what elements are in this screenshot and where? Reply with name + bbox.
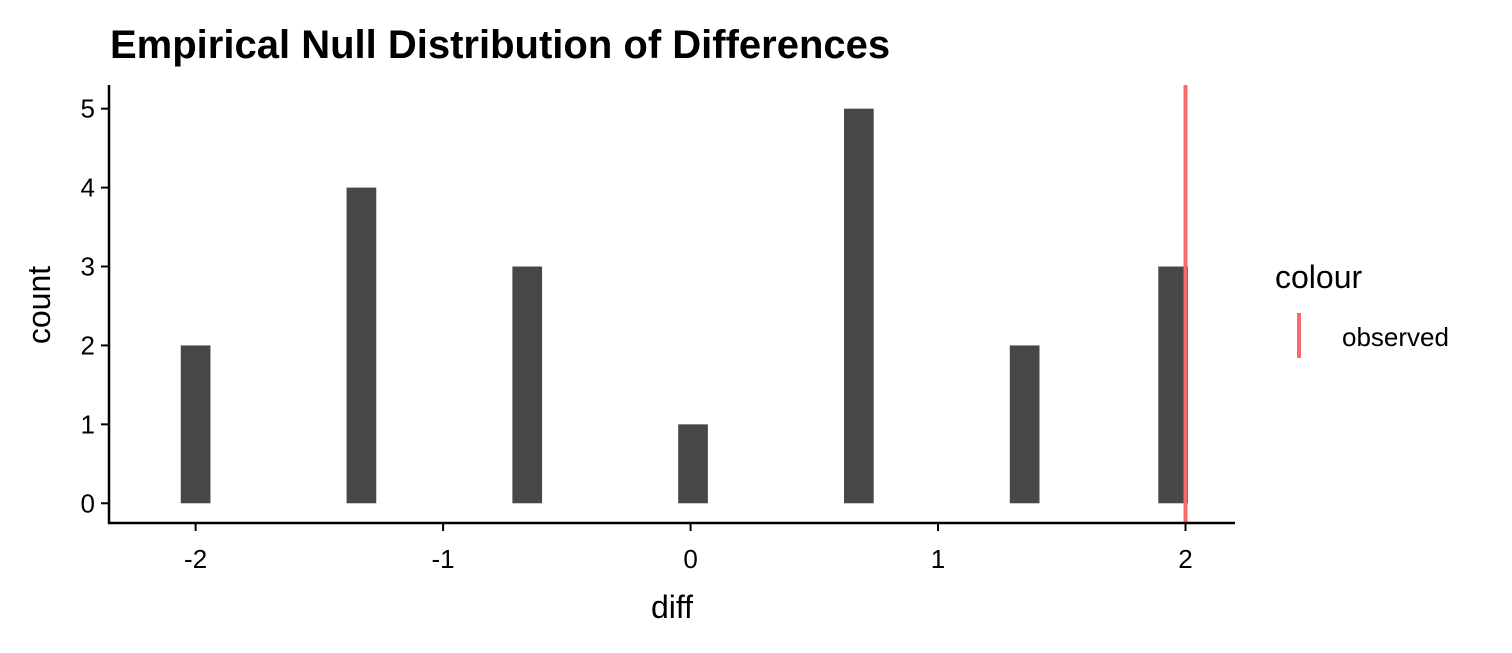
histogram-bar	[844, 109, 874, 504]
legend: colour observed	[1275, 259, 1449, 358]
legend-label-observed: observed	[1342, 322, 1449, 352]
y-tick-label: 3	[81, 252, 95, 282]
x-tick-label: 0	[683, 544, 697, 574]
legend-title: colour	[1275, 259, 1363, 295]
histogram-bar	[678, 424, 708, 503]
histogram-bar	[512, 267, 542, 504]
histogram-bar	[181, 345, 211, 503]
y-tick-label: 2	[81, 330, 95, 360]
y-tick-label: 4	[81, 173, 95, 203]
x-tick-label: -1	[432, 544, 455, 574]
x-axis-title: diff	[651, 589, 693, 625]
histogram-bar	[1010, 345, 1040, 503]
histogram-bar	[347, 188, 377, 504]
x-tick-label: -2	[184, 544, 207, 574]
y-tick-label: 5	[81, 94, 95, 124]
x-tick-label: 1	[931, 544, 945, 574]
y-ticks-layer: 0 1 2 3 4 5	[81, 94, 109, 519]
bars-layer	[181, 109, 1188, 504]
x-ticks-layer: -2 -1 0 1 2	[184, 523, 1193, 574]
x-tick-label: 2	[1178, 544, 1192, 574]
y-tick-label: 1	[81, 409, 95, 439]
y-tick-label: 0	[81, 488, 95, 518]
chart-title: Empirical Null Distribution of Differenc…	[110, 23, 890, 67]
y-axis-title: count	[21, 266, 57, 344]
